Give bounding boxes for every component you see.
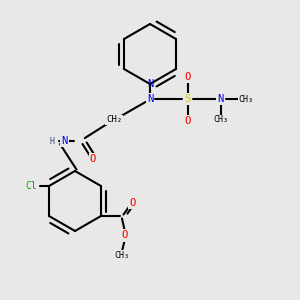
Text: CH₃: CH₃: [115, 250, 130, 260]
Text: O: O: [90, 154, 96, 164]
Text: N: N: [147, 79, 153, 89]
Text: Cl: Cl: [25, 181, 37, 191]
Text: CH₃: CH₃: [213, 116, 228, 124]
Text: O: O: [122, 230, 128, 241]
Text: CH₂: CH₂: [106, 116, 122, 124]
Text: N: N: [147, 94, 153, 104]
Text: O: O: [184, 72, 190, 82]
Text: H: H: [50, 136, 55, 146]
Text: N: N: [61, 136, 68, 146]
Text: O: O: [129, 197, 136, 208]
Text: N: N: [218, 94, 224, 104]
Text: CH₃: CH₃: [238, 94, 253, 103]
Text: O: O: [184, 116, 190, 126]
Text: S: S: [184, 94, 190, 104]
